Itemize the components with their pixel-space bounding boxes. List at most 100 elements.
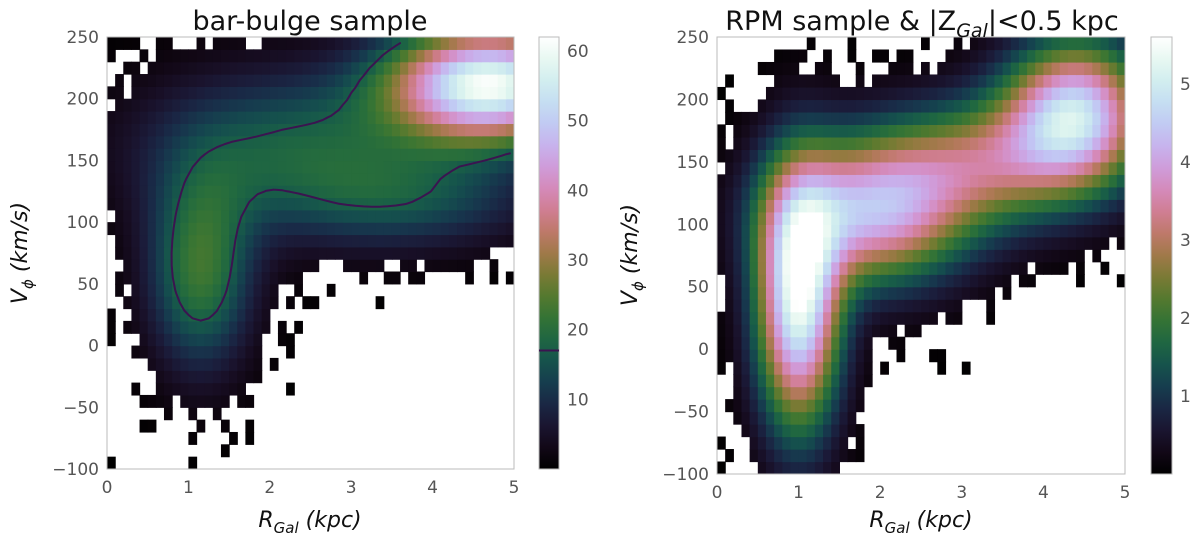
heatmap-cell [310, 185, 320, 199]
heatmap-cell [465, 185, 474, 199]
heatmap-cell [180, 86, 189, 100]
left-colorbar [538, 36, 560, 470]
heatmap-cell [440, 185, 450, 199]
heatmap-cell [733, 274, 743, 288]
heatmap-cell [994, 236, 1004, 250]
heatmap-cell [1108, 49, 1118, 63]
heatmap-cell [400, 111, 409, 124]
heatmap-cell [798, 224, 808, 238]
heatmap-cell [806, 461, 816, 474]
heatmap-cell [863, 336, 873, 350]
heatmap-cell [351, 234, 360, 248]
heatmap-cell [269, 234, 279, 248]
heatmap-cell [424, 259, 434, 273]
heatmap-cell [814, 236, 824, 250]
heatmap-cell [269, 135, 279, 149]
heatmap-cell [969, 37, 979, 51]
heatmap-cell [359, 197, 369, 211]
heatmap-cell [375, 185, 385, 199]
heatmap-cell [847, 311, 857, 325]
heatmap-cell [196, 49, 206, 63]
heatmap-cell [847, 211, 857, 225]
heatmap-cell [286, 209, 295, 223]
heatmap-cell [343, 259, 352, 273]
heatmap-cell [741, 136, 751, 150]
heatmap-cell [245, 135, 255, 149]
heatmap-cell [204, 172, 214, 186]
heatmap-cell [782, 411, 792, 425]
heatmap-cell [896, 186, 906, 200]
heatmap-cell [424, 49, 434, 63]
heatmap-cell [986, 261, 996, 275]
heatmap-cell [994, 49, 1004, 63]
heatmap-cell [359, 271, 369, 285]
heatmap-cell [733, 261, 743, 275]
heatmap-cell [204, 98, 214, 112]
heatmap-cell [359, 246, 369, 260]
heatmap-cell [172, 296, 181, 310]
heatmap-cell [765, 61, 775, 76]
heatmap-cell [172, 345, 181, 359]
heatmap-cell [733, 299, 743, 313]
right-xlabel-main: R [869, 508, 884, 533]
heatmap-cell [831, 324, 840, 338]
heatmap-cell [872, 136, 881, 150]
heatmap-cell [855, 86, 865, 101]
heatmap-cell [888, 99, 898, 113]
heatmap-cell [1043, 49, 1053, 63]
heatmap-cell [277, 74, 287, 87]
heatmap-cell [408, 209, 417, 223]
heatmap-cell [245, 49, 255, 63]
heatmap-cell [855, 424, 865, 438]
heatmap-cell [123, 98, 133, 112]
heatmap-cell [1116, 86, 1125, 101]
heatmap-cell [196, 74, 206, 87]
heatmap-cell [986, 299, 996, 313]
heatmap-cell [872, 111, 881, 125]
heatmap-cell [229, 49, 238, 63]
heatmap-cell [1035, 249, 1044, 263]
heatmap-cell [326, 148, 336, 162]
heatmap-cell [1100, 174, 1110, 188]
heatmap-cell [839, 411, 849, 425]
heatmap-cell [351, 135, 360, 149]
heatmap-cell [220, 259, 230, 273]
heatmap-cell [912, 249, 922, 263]
heatmap-cell [375, 234, 385, 248]
heatmap-cell [961, 224, 971, 238]
heatmap-cell [163, 407, 173, 421]
heatmap-cell [798, 161, 808, 175]
heatmap-cell [115, 283, 124, 297]
heatmap-cell [937, 111, 947, 125]
heatmap-cell [212, 185, 222, 199]
heatmap-cell [888, 286, 898, 300]
heatmap-cell [994, 274, 1004, 288]
heatmap-cell [1059, 224, 1069, 238]
heatmap-cell [896, 286, 906, 300]
heatmap-cell [1018, 186, 1028, 200]
heatmap-cell [212, 407, 222, 421]
heatmap-cell [741, 286, 751, 300]
heatmap-cell [359, 222, 369, 236]
heatmap-cell [229, 185, 238, 199]
heatmap-cell [757, 449, 767, 463]
heatmap-cell [733, 286, 743, 300]
heatmap-cell [872, 161, 881, 175]
heatmap-cell [180, 74, 189, 87]
heatmap-cell [253, 308, 263, 322]
heatmap-cell [261, 283, 271, 297]
heatmap-cell [749, 124, 759, 138]
heatmap-cell [986, 74, 996, 88]
heatmap-cell [294, 283, 303, 297]
heatmap-cell [359, 148, 369, 162]
heatmap-cell [953, 74, 963, 88]
heatmap-cell [1051, 199, 1061, 213]
heatmap-cell [155, 222, 165, 236]
heatmap-cell [196, 234, 206, 248]
heatmap-cell [733, 211, 743, 225]
heatmap-cell [847, 374, 857, 388]
heatmap-cell [1059, 136, 1069, 150]
heatmap-cell [749, 399, 759, 413]
heatmap-cell [1059, 37, 1069, 51]
